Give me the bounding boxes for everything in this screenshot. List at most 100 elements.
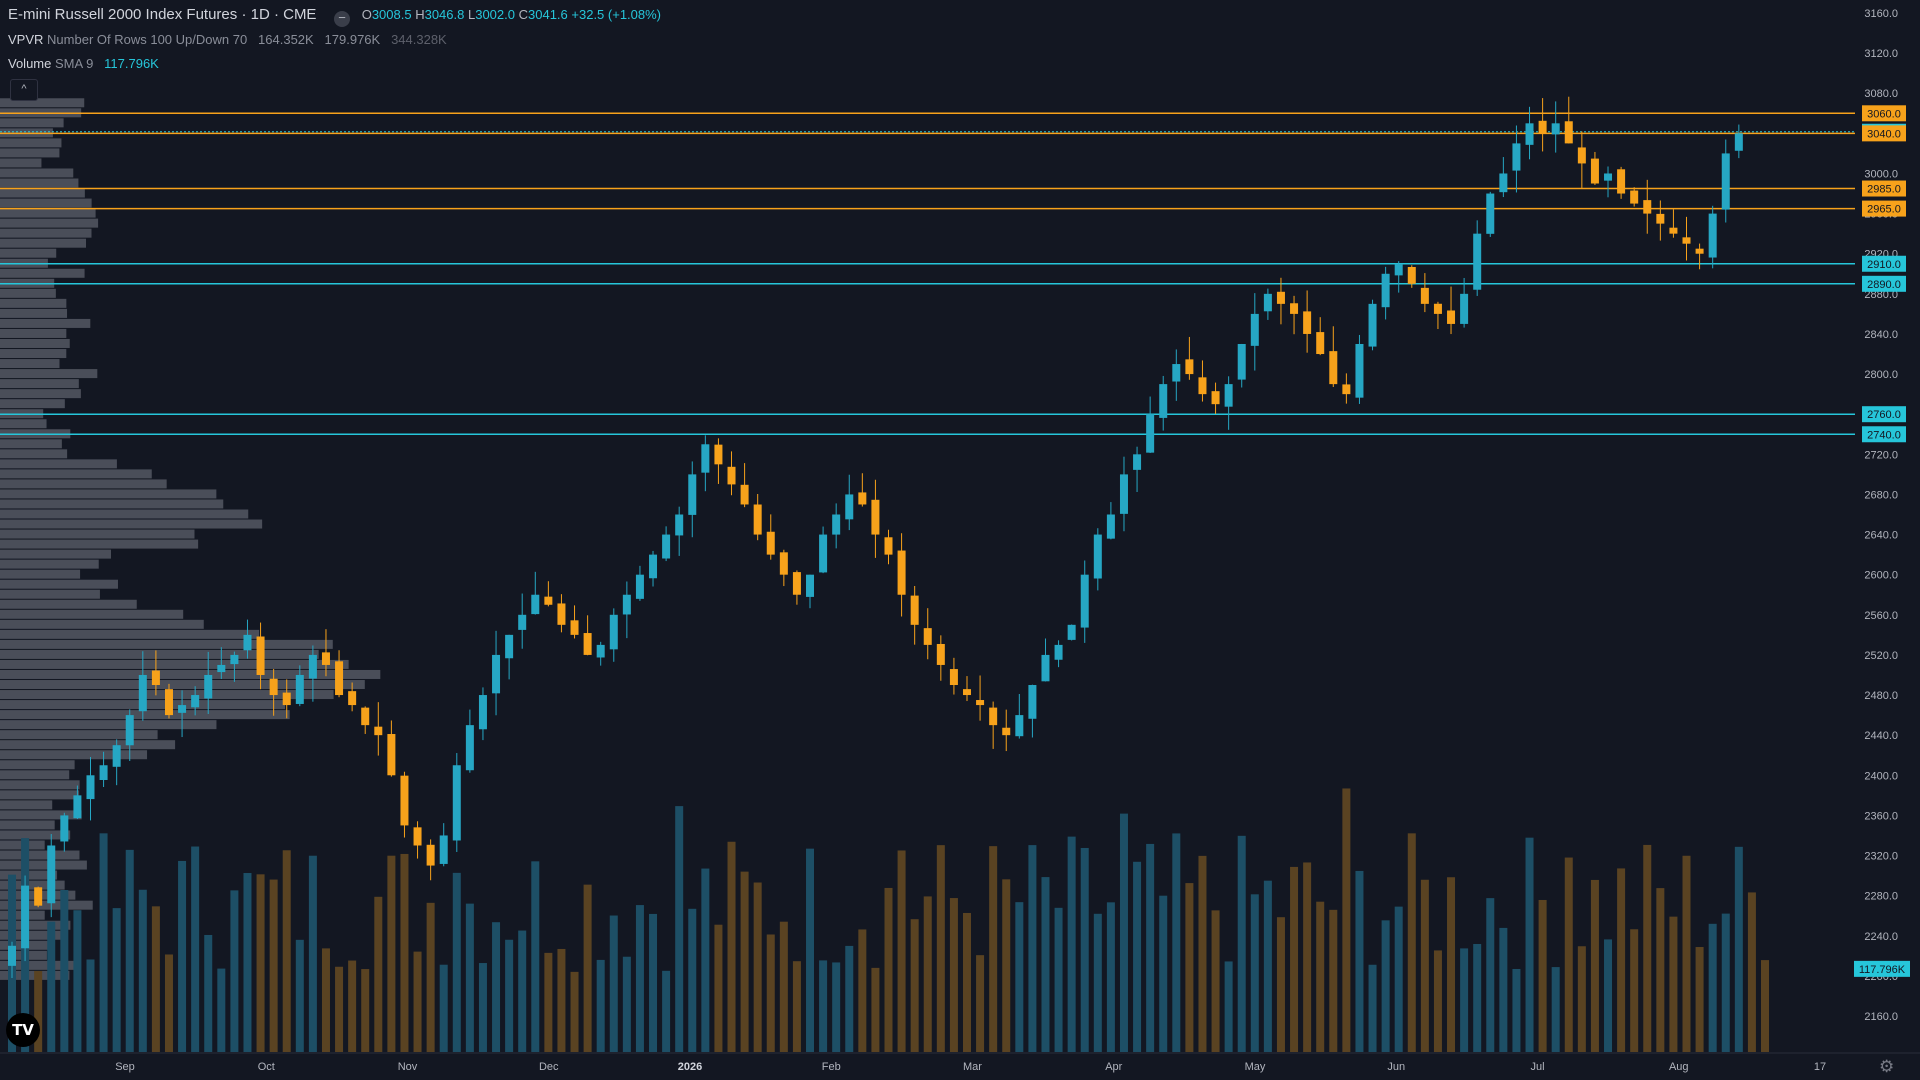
- candle-body: [505, 634, 514, 659]
- vpvr-params: Number Of Rows 100 Up/Down 70: [47, 32, 248, 47]
- price-axis-tick: 2720.0: [1864, 449, 1898, 461]
- candle-body: [989, 707, 998, 726]
- volume-bar: [1342, 788, 1351, 1052]
- volume-bar: [779, 921, 788, 1052]
- volume-bar: [1067, 836, 1076, 1052]
- vpvr-row: [0, 800, 53, 810]
- volume-bar: [806, 848, 815, 1052]
- candle-body: [492, 654, 501, 694]
- vpvr-row: [0, 369, 98, 379]
- volume-bar: [1146, 843, 1155, 1052]
- volume-sma-value: 117.796K: [104, 56, 159, 71]
- candle-body: [832, 514, 841, 535]
- volume-bar: [1185, 883, 1194, 1052]
- tradingview-logo-icon[interactable]: TV: [6, 1013, 40, 1047]
- price-axis-tick: 2880.0: [1864, 289, 1898, 301]
- vpvr-row: [0, 338, 70, 348]
- volume-bar: [387, 855, 396, 1052]
- vpvr-up-value: 164.352K: [258, 32, 314, 47]
- vpvr-row: [0, 810, 82, 820]
- candle-body: [1460, 293, 1469, 324]
- vpvr-row: [0, 850, 80, 860]
- volume-bar: [1106, 902, 1115, 1052]
- candle-body: [1420, 287, 1429, 304]
- candle-body: [230, 654, 239, 665]
- price-level-label: 3040.0: [1867, 128, 1901, 140]
- candle-body: [1080, 574, 1089, 628]
- symbol-title[interactable]: E-mini Russell 2000 Index Futures · 1D ·…: [8, 6, 317, 23]
- candle-body: [452, 765, 461, 841]
- volume-bar: [1538, 899, 1547, 1052]
- gear-icon[interactable]: ⚙: [1879, 1057, 1895, 1077]
- candle-body: [936, 643, 945, 665]
- candle-body: [73, 795, 82, 819]
- volume-bar: [531, 861, 540, 1052]
- candle-body: [557, 603, 566, 625]
- volume-bar: [1420, 879, 1429, 1052]
- volume-bar: [439, 964, 448, 1052]
- price-level-badge: [1862, 255, 1906, 272]
- vpvr-row: [0, 750, 148, 760]
- candle-body: [60, 815, 69, 842]
- volume-bar: [1316, 901, 1325, 1052]
- collapse-legend-button[interactable]: ^: [10, 79, 38, 101]
- vpvr-row: [0, 920, 71, 930]
- volume-legend[interactable]: Volume SMA 9 117.796K: [8, 56, 159, 71]
- candle-body: [845, 494, 854, 520]
- candle-body: [374, 726, 383, 736]
- volume-bar: [505, 939, 514, 1052]
- candle-body: [439, 835, 448, 864]
- volume-bar: [256, 874, 265, 1052]
- candle-body: [164, 689, 173, 716]
- volume-bar: [1303, 862, 1312, 1052]
- price-level-badge: [1862, 125, 1906, 142]
- candle-body: [1499, 173, 1508, 193]
- vpvr-row: [0, 148, 60, 158]
- candle-body: [1721, 153, 1730, 210]
- candle-body: [1617, 169, 1626, 194]
- volume-bar: [1002, 879, 1011, 1052]
- candle-body: [1028, 685, 1037, 719]
- vpvr-row: [0, 178, 79, 188]
- price-axis-tick: 3120.0: [1864, 48, 1898, 60]
- candle-body: [949, 669, 958, 686]
- vpvr-row: [0, 740, 176, 750]
- volume-bar: [269, 879, 278, 1052]
- volume-bar: [1604, 939, 1613, 1052]
- candle-body: [1381, 273, 1390, 308]
- volume-bar: [1054, 907, 1063, 1052]
- vpvr-row: [0, 238, 86, 248]
- candle-body: [1342, 384, 1351, 395]
- vpvr-row: [0, 359, 60, 369]
- volume-bar: [478, 963, 487, 1052]
- vpvr-row: [0, 589, 100, 599]
- price-axis-tick: 2800.0: [1864, 369, 1898, 381]
- candle-body: [1316, 332, 1325, 355]
- vpvr-down-value: 179.976K: [324, 32, 381, 47]
- volume-bar: [1734, 846, 1743, 1052]
- volume-bar: [413, 951, 422, 1052]
- hide-eye-icon[interactable]: −: [334, 11, 351, 27]
- vpvr-row: [0, 599, 137, 609]
- volume-bar: [1263, 880, 1272, 1052]
- candle-body: [1015, 715, 1024, 737]
- volume-bar: [766, 934, 775, 1052]
- candle-body: [321, 652, 330, 665]
- volume-bar: [400, 853, 409, 1052]
- volume-bar: [47, 921, 56, 1052]
- time-axis-tick: Mar: [963, 1061, 982, 1073]
- vpvr-legend[interactable]: VPVR Number Of Rows 100 Up/Down 70 164.3…: [8, 32, 447, 47]
- candle-body: [282, 692, 291, 706]
- candle-body: [858, 492, 867, 505]
- time-axis-tick: 2026: [678, 1061, 702, 1073]
- vpvr-row: [0, 649, 319, 659]
- vpvr-row: [0, 639, 333, 649]
- volume-bar: [845, 945, 854, 1052]
- volume-bar: [492, 922, 501, 1052]
- volume-profile: [0, 98, 381, 980]
- volume-bar: [1119, 813, 1128, 1052]
- volume-bar: [1761, 960, 1769, 1052]
- price-level-badge: [1862, 406, 1906, 423]
- vpvr-row: [0, 379, 79, 389]
